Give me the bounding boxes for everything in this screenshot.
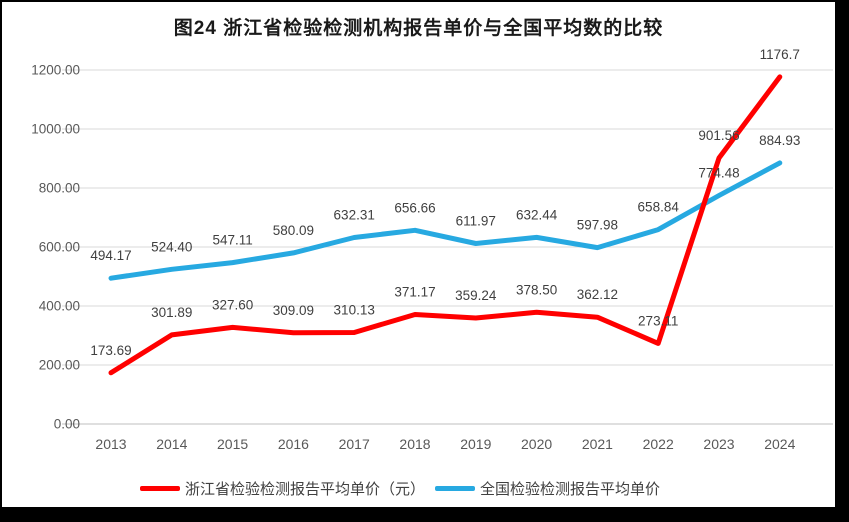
- zhejiang-data-label: 371.17: [394, 285, 435, 300]
- zhejiang-data-label: 273.11: [638, 313, 678, 328]
- national-data-label: 597.98: [577, 218, 618, 233]
- zhejiang-line-swatch: [140, 485, 180, 491]
- national-data-label: 547.11: [212, 233, 252, 248]
- national-data-label: 658.84: [638, 200, 680, 215]
- chart-plot: 0.00 200.00 400.00 600.00 800.00 1000.00 1200.…: [31, 47, 833, 452]
- national-data-label: 524.40: [151, 239, 192, 254]
- national-data-label: 884.93: [759, 133, 800, 148]
- national-data-label: 656.66: [394, 200, 435, 215]
- x-axis-tick-label: 2024: [764, 436, 795, 452]
- zhejiang-data-label: 1176.7: [760, 47, 800, 62]
- y-axis-tick-label: 1200.00: [31, 63, 80, 78]
- chart-title: 图24 浙江省检验检测机构报告单价与全国平均数的比较: [173, 18, 664, 39]
- legend-label-zhejiang: 浙江省检验检测报告平均单价（元）: [185, 480, 426, 498]
- x-axis-tick-label: 2020: [521, 436, 552, 452]
- zhejiang-data-label: 301.89: [151, 305, 192, 320]
- x-axis-tick-label: 2016: [278, 436, 309, 452]
- national-data-label: 632.31: [334, 207, 375, 222]
- y-axis-tick-label: 1000.00: [31, 122, 80, 137]
- zhejiang-data-label: 173.69: [90, 343, 131, 358]
- y-axis-tick-label: 200.00: [39, 358, 80, 373]
- zhejiang-data-label: 901.56: [698, 128, 739, 143]
- national-data-label: 774.48: [698, 166, 739, 181]
- zhejiang-data-label: 362.12: [577, 287, 618, 302]
- y-axis-tick-label: 400.00: [39, 299, 80, 314]
- legend-item-zhejiang: 浙江省检验检测报告平均单价（元）: [140, 478, 425, 499]
- x-axis-tick-label: 2023: [703, 436, 734, 452]
- national-data-label: 611.97: [456, 213, 496, 228]
- x-axis-tick-label: 2022: [643, 436, 674, 452]
- zhejiang-data-label: 309.09: [273, 303, 314, 318]
- x-axis-tick-label: 2015: [217, 436, 248, 452]
- zhejiang-data-label: 310.13: [334, 303, 375, 318]
- x-axis-tick-label: 2017: [339, 436, 370, 452]
- x-axis-tick-label: 2018: [399, 436, 430, 452]
- x-axis-tick-label: 2014: [156, 436, 187, 452]
- national-data-label: 632.44: [516, 207, 558, 222]
- national-line-swatch: [435, 485, 476, 491]
- national-data-label: 494.17: [90, 248, 131, 263]
- zhejiang-series-line: [108, 74, 783, 376]
- legend-item-national: 全国检验检测报告平均单价: [435, 478, 660, 499]
- x-axis-tick-label: 2013: [95, 436, 126, 452]
- zhejiang-data-label: 359.24: [455, 288, 497, 303]
- national-data-label: 580.09: [273, 223, 314, 238]
- y-axis-tick-label: 600.00: [39, 240, 80, 255]
- x-axis-tick-label: 2021: [582, 436, 613, 452]
- y-axis-tick-label: 0.00: [54, 417, 80, 432]
- legend-label-national: 全国检验检测报告平均单价: [480, 480, 661, 498]
- chart-surface: 图24 浙江省检验检测机构报告单价与全国平均数的比较 0.00 200.00 400…: [2, 2, 835, 507]
- legend: 浙江省检验检测报告平均单价（元） 全国检验检测报告平均单价: [140, 477, 660, 499]
- zhejiang-data-label: 378.50: [516, 282, 557, 297]
- national-series-line: [108, 160, 783, 281]
- zhejiang-data-label: 327.60: [212, 297, 253, 312]
- x-axis-tick-label: 2019: [460, 436, 491, 452]
- y-axis-tick-label: 800.00: [39, 181, 80, 196]
